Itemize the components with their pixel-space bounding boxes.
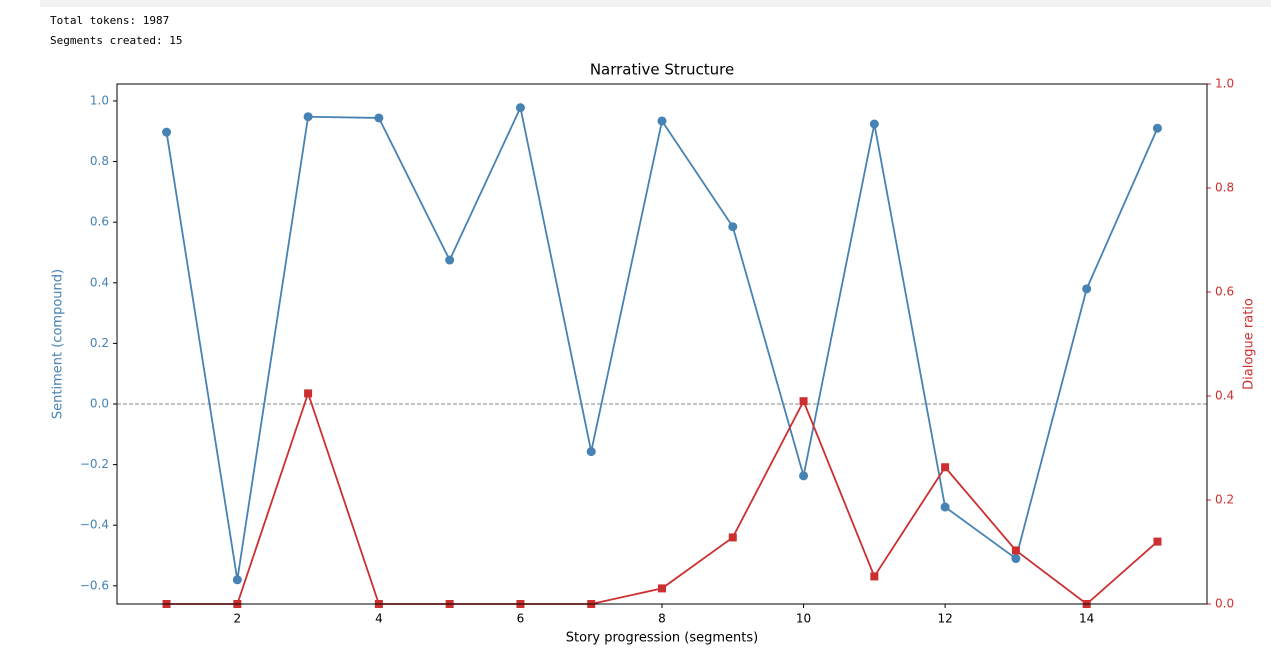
x-tick-label: 10: [796, 612, 811, 626]
y-tick-label: 0.0: [90, 397, 109, 411]
x-tick-label: 4: [375, 612, 383, 626]
y2-tick-label: 0.6: [1215, 285, 1234, 299]
y2-tick-label: 0.8: [1215, 181, 1234, 195]
x-tick-label: 14: [1079, 612, 1094, 626]
series-line: [165, 104, 1159, 580]
x-tick-label: 12: [937, 612, 952, 626]
x-tick-label: 8: [658, 612, 666, 626]
output-border: [40, 0, 1271, 7]
chart-title: Narrative Structure: [590, 61, 734, 79]
series-line: [166, 390, 1159, 606]
y-tick-label: 0.6: [90, 215, 109, 229]
x-tick-label: 2: [234, 612, 242, 626]
y2-tick-label: 0.2: [1215, 493, 1234, 507]
y-axis-label: Sentiment (compound): [51, 269, 66, 419]
y-tick-label: 0.8: [90, 154, 109, 168]
marker: [232, 575, 242, 585]
y-tick-label: −0.6: [80, 578, 109, 592]
x-axis-label: Story progression (segments): [566, 631, 758, 646]
marker: [1082, 284, 1092, 294]
marker: [1011, 546, 1020, 555]
x-tick-label: 6: [517, 612, 525, 626]
y-tick-label: 0.2: [90, 336, 109, 350]
y2-tick-label: 0.0: [1215, 597, 1234, 611]
marker: [304, 389, 313, 398]
marker: [799, 471, 809, 481]
marker: [799, 397, 808, 406]
plot-frame: [116, 83, 1208, 605]
output-line: Segments created: 15: [50, 34, 182, 47]
marker: [728, 533, 737, 542]
marker: [445, 255, 455, 265]
y-tick-label: −0.2: [80, 457, 109, 471]
marker: [374, 113, 384, 123]
marker: [869, 119, 879, 129]
y-tick-label: −0.4: [80, 518, 109, 532]
marker: [1153, 537, 1162, 546]
marker: [870, 572, 879, 581]
marker: [941, 463, 950, 472]
y2-axis-label: Dialogue ratio: [1242, 298, 1257, 390]
marker: [303, 112, 313, 122]
marker: [515, 103, 525, 113]
y2-tick-label: 0.4: [1215, 389, 1234, 403]
output-line: Total tokens: 1987: [50, 14, 169, 27]
marker: [162, 127, 172, 137]
marker: [657, 116, 667, 126]
marker: [728, 222, 738, 232]
marker: [1011, 554, 1021, 564]
marker: [1152, 123, 1162, 133]
marker: [586, 447, 596, 457]
y-tick-label: 1.0: [90, 93, 109, 107]
marker: [658, 584, 666, 593]
y-tick-label: 0.4: [90, 275, 109, 289]
marker: [940, 502, 950, 512]
y2-tick-label: 1.0: [1215, 77, 1234, 91]
